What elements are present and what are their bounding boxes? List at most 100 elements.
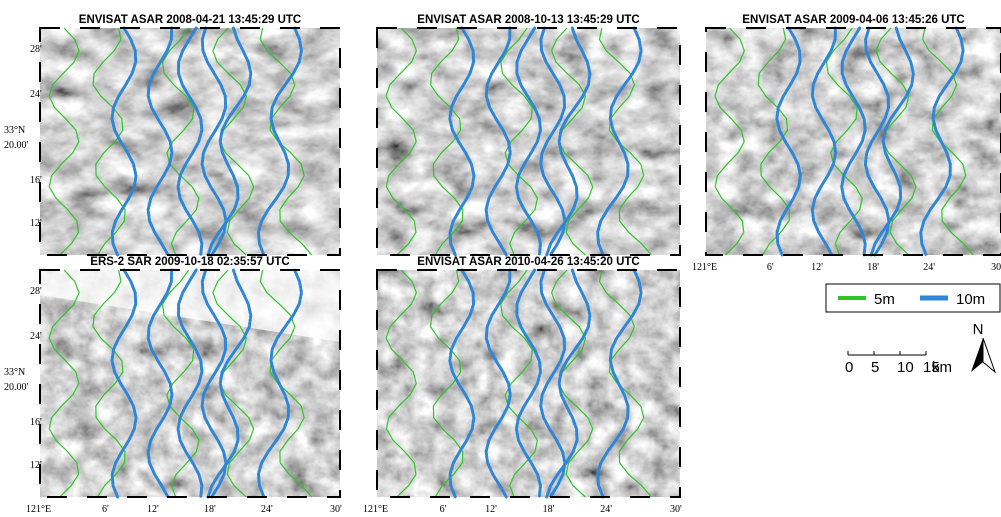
panel-title: ENVISAT ASAR 2010-04-26 13:45:20 UTC <box>417 256 639 268</box>
contour-10m <box>596 268 643 499</box>
y-axis-label: 16' <box>30 417 42 428</box>
x-axis-label: 121°E <box>363 504 388 515</box>
scale-unit: km <box>932 359 952 376</box>
contour-10m <box>448 26 476 257</box>
sar-image <box>40 28 340 255</box>
contour-5m <box>48 27 80 256</box>
y-axis-label: 33°N <box>4 367 25 378</box>
contour-5m <box>714 27 745 256</box>
sar-panel <box>376 26 681 257</box>
panel-title: ENVISAT ASAR 2009-04-06 13:45:26 UTC <box>742 14 964 26</box>
scale-label: 10 <box>897 359 914 376</box>
y-axis-label: 12' <box>30 460 42 471</box>
panel-title: ENVISAT ASAR 2008-04-21 13:45:29 UTC <box>79 14 301 26</box>
panel-title: ENVISAT ASAR 2008-10-13 13:45:29 UTC <box>417 14 639 26</box>
panel-frame <box>376 27 681 256</box>
panel-frame <box>376 269 681 498</box>
contour-5m <box>92 27 126 256</box>
contour-10m <box>200 26 228 257</box>
x-axis-label: 24' <box>923 262 935 273</box>
x-axis-label: 18' <box>867 262 879 273</box>
contour-10m <box>919 26 965 257</box>
contour-10m <box>176 268 204 499</box>
contour-10m <box>539 268 567 499</box>
x-axis-label: 121°E <box>26 504 51 515</box>
contour-10m <box>863 26 891 257</box>
contour-10m <box>146 26 174 257</box>
x-axis-label: 12' <box>485 504 497 515</box>
contour-5m <box>757 27 791 256</box>
panel-title: ERS-2 SAR 2009-10-18 02:35:57 UTC <box>90 256 289 268</box>
contour-10m <box>110 268 138 499</box>
x-axis-label: 24' <box>261 504 273 515</box>
x-axis-label: 18' <box>543 504 555 515</box>
contour-10m <box>484 26 512 257</box>
contour-10m <box>110 26 138 257</box>
sar-panel <box>39 268 341 499</box>
x-axis-label: 121°E <box>692 262 717 273</box>
contour-10m <box>146 268 174 499</box>
legend-label: 5m <box>874 291 895 308</box>
contour-5m <box>385 269 418 498</box>
contour-10m <box>206 26 253 257</box>
legend-box <box>825 283 1001 313</box>
x-axis-label: 30' <box>330 504 342 515</box>
y-axis-label: 16' <box>30 175 42 186</box>
sar-image <box>377 28 680 255</box>
y-axis-label: 24' <box>30 331 42 342</box>
x-axis-label: 30' <box>991 262 1001 273</box>
contour-10m <box>514 268 543 499</box>
contour-10m <box>200 268 228 499</box>
contour-10m <box>448 268 476 499</box>
contour-10m <box>256 26 304 257</box>
legend-label: 10m <box>956 291 985 308</box>
sar-panel <box>39 26 341 257</box>
contour-10m <box>545 26 592 257</box>
sar-image <box>377 270 680 497</box>
scale-label: 0 <box>845 359 853 376</box>
contour-10m <box>256 268 304 499</box>
panel-frame <box>39 269 341 498</box>
contour-10m <box>206 268 253 499</box>
y-axis-label: 20.00' <box>4 382 29 393</box>
contour-5m <box>429 27 464 256</box>
x-axis-label: 12' <box>811 262 823 273</box>
contour-10m <box>840 26 867 257</box>
x-axis-label: 30' <box>670 504 682 515</box>
contour-5m <box>385 27 418 256</box>
contour-10m <box>484 268 512 499</box>
contour-10m <box>810 26 838 257</box>
x-axis-label: 6' <box>767 262 774 273</box>
north-label: N <box>973 321 984 338</box>
y-axis-label: 20.00' <box>4 140 29 151</box>
scale-label: 15 <box>923 359 940 376</box>
contour-10m <box>545 268 592 499</box>
x-axis-label: 24' <box>600 504 612 515</box>
contour-5m <box>48 269 80 498</box>
x-axis-label: 18' <box>204 504 216 515</box>
y-axis-label: 33°N <box>4 125 25 136</box>
north-arrow <box>971 338 983 372</box>
north-arrow-outline <box>982 337 997 374</box>
contour-10m <box>514 26 543 257</box>
panel-frame <box>39 27 341 256</box>
contour-5m <box>92 269 126 498</box>
y-axis-label: 12' <box>30 218 42 229</box>
contour-5m <box>429 269 464 498</box>
y-axis-label: 24' <box>30 89 42 100</box>
contour-10m <box>775 26 802 257</box>
sar-image <box>706 28 1001 255</box>
contour-10m <box>596 26 643 257</box>
scale-label: 5 <box>871 359 879 376</box>
contour-10m <box>869 26 915 257</box>
x-axis-label: 6' <box>440 504 447 515</box>
sar-panel <box>705 26 1001 257</box>
y-axis-label: 28' <box>30 44 42 55</box>
x-axis-label: 6' <box>102 504 109 515</box>
sar-panel <box>376 268 681 499</box>
x-axis-label: 12' <box>147 504 159 515</box>
panel-frame <box>705 27 1001 256</box>
swath-edge <box>40 270 340 342</box>
contour-10m <box>176 26 204 257</box>
